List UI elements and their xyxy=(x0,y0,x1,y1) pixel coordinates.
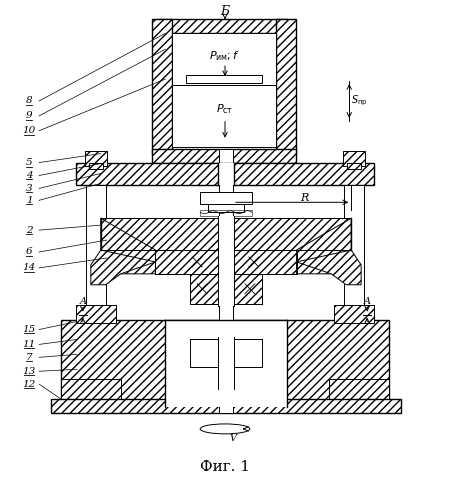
Text: 8: 8 xyxy=(26,96,32,106)
Text: Фиг. 1: Фиг. 1 xyxy=(200,460,250,473)
Text: 6: 6 xyxy=(26,248,32,256)
Polygon shape xyxy=(297,250,361,285)
Bar xyxy=(155,250,297,274)
Bar xyxy=(153,20,172,154)
Bar xyxy=(276,20,296,154)
Text: V: V xyxy=(230,434,236,444)
Bar xyxy=(219,148,233,178)
Bar xyxy=(101,218,218,250)
Text: A: A xyxy=(364,297,371,306)
Bar xyxy=(218,248,234,276)
Polygon shape xyxy=(91,250,155,285)
Text: 3: 3 xyxy=(26,184,32,193)
Text: 2: 2 xyxy=(26,226,32,234)
Text: Б: Б xyxy=(220,5,230,18)
Bar xyxy=(218,338,234,370)
Bar xyxy=(344,186,364,350)
Text: 12: 12 xyxy=(22,380,36,388)
Text: 13: 13 xyxy=(22,366,36,376)
Text: 10: 10 xyxy=(22,126,36,135)
Bar xyxy=(200,210,252,216)
Polygon shape xyxy=(101,218,155,274)
Bar xyxy=(205,368,247,387)
Bar xyxy=(61,320,389,407)
Bar xyxy=(329,379,389,407)
Bar xyxy=(186,75,262,83)
Bar xyxy=(343,150,365,166)
Text: 7: 7 xyxy=(26,353,32,362)
Text: 1: 1 xyxy=(26,196,32,205)
Bar xyxy=(190,340,262,367)
Bar xyxy=(208,204,244,212)
Bar xyxy=(347,162,361,170)
Text: 11: 11 xyxy=(22,340,36,349)
Text: $P_{\rm ст}$: $P_{\rm ст}$ xyxy=(216,102,234,116)
Bar xyxy=(86,186,106,350)
Bar xyxy=(219,304,233,413)
Bar xyxy=(153,148,296,162)
Text: 14: 14 xyxy=(22,264,36,272)
Bar xyxy=(172,34,276,85)
Polygon shape xyxy=(297,218,351,274)
Text: 9: 9 xyxy=(26,112,32,120)
Bar xyxy=(218,272,234,306)
Bar xyxy=(218,216,234,252)
Bar xyxy=(76,304,116,322)
Bar xyxy=(89,162,103,170)
Bar xyxy=(85,150,107,166)
Bar xyxy=(61,379,121,407)
Bar xyxy=(234,218,351,250)
Text: 5: 5 xyxy=(26,158,32,167)
Text: A: A xyxy=(79,297,86,306)
Bar xyxy=(51,399,401,413)
Text: R: R xyxy=(300,194,309,203)
Text: 4: 4 xyxy=(26,171,32,180)
Bar xyxy=(165,320,287,407)
Bar xyxy=(219,178,233,377)
Bar xyxy=(190,274,262,304)
Bar xyxy=(76,162,374,186)
Bar xyxy=(172,85,276,146)
Bar xyxy=(334,304,374,322)
Bar xyxy=(218,162,234,186)
Bar xyxy=(158,20,288,34)
Text: 15: 15 xyxy=(22,325,36,334)
Text: $P_{\rm им};f$: $P_{\rm им};f$ xyxy=(209,50,241,63)
Bar xyxy=(218,366,234,389)
Bar xyxy=(200,192,252,204)
Text: $S_{\rm пр}$: $S_{\rm пр}$ xyxy=(351,94,368,108)
